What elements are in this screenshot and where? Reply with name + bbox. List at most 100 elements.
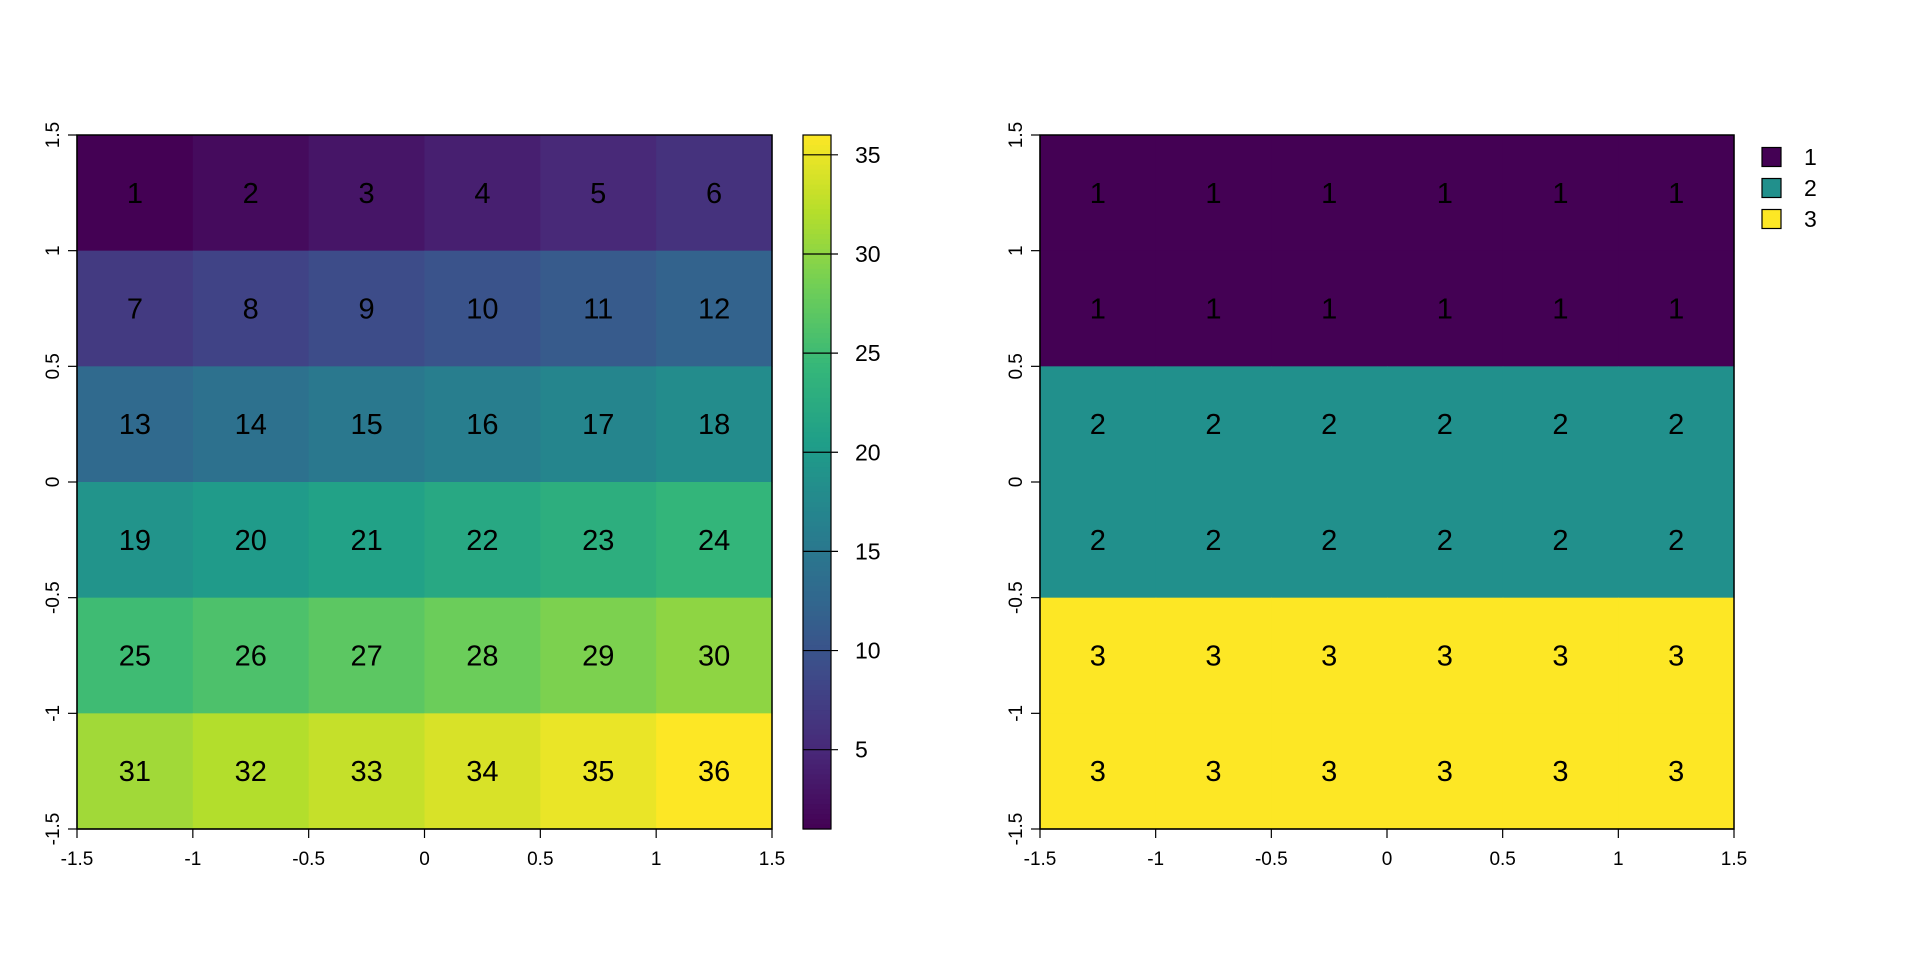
cell-value-label: 2 <box>1321 409 1337 441</box>
colorbar-segment <box>803 591 831 597</box>
heatmap-cell <box>1040 597 1157 714</box>
colorbar-segment <box>803 814 831 820</box>
cell-value-label: 1 <box>1205 294 1221 326</box>
heatmap-cell <box>424 250 541 367</box>
cell-value-label: 34 <box>466 756 498 788</box>
heatmap-cell <box>656 713 773 830</box>
colorbar-segment <box>803 819 831 825</box>
heatmap-cell <box>1502 250 1619 367</box>
cell-value-label: 3 <box>1321 756 1337 788</box>
heatmap-cell <box>540 135 657 252</box>
cell-value-label: 2 <box>243 178 259 210</box>
colorbar-segment <box>803 576 831 582</box>
heatmap-cell <box>192 597 310 714</box>
colorbar-segment <box>803 799 831 805</box>
y-tick-label: -1.5 <box>43 813 64 846</box>
cell-value-label: 2 <box>1668 525 1684 557</box>
cell-value-label: 1 <box>1437 294 1453 326</box>
x-tick-label: -0.5 <box>292 849 325 870</box>
colorbar-segment <box>803 710 831 716</box>
cell-value-label: 27 <box>350 641 382 673</box>
colorbar-segment <box>803 358 831 364</box>
heatmap-cell <box>308 366 426 483</box>
x-tick-label: -1 <box>1147 849 1164 870</box>
heatmap-cell <box>656 250 773 367</box>
heatmap-cell <box>540 482 657 599</box>
colorbar-segment <box>803 541 831 548</box>
heatmap-cell <box>77 366 194 483</box>
colorbar-segment <box>803 566 831 572</box>
colorbar-segment <box>803 491 831 498</box>
heatmap-cell <box>308 135 426 252</box>
heatmap-cell <box>1618 250 1735 367</box>
x-tick-label: 1.5 <box>759 849 785 870</box>
colorbar-segment <box>803 164 831 171</box>
cell-value-label: 17 <box>582 409 614 441</box>
colorbar-tick-label: 10 <box>855 638 881 664</box>
colorbar-segment <box>803 298 831 305</box>
y-tick-label: 1.5 <box>1006 122 1027 148</box>
heatmap-cell <box>1040 250 1157 367</box>
x-tick-label: 0 <box>419 849 430 870</box>
heatmap-cell <box>1271 597 1388 714</box>
heatmap-cell <box>77 597 194 714</box>
cell-value-label: 1 <box>1321 178 1337 210</box>
cell-value-label: 1 <box>1668 178 1684 210</box>
cell-value-label: 6 <box>706 178 722 210</box>
heatmap-cell <box>424 482 541 599</box>
cell-value-label: 3 <box>1090 756 1106 788</box>
colorbar-segment <box>803 546 831 552</box>
colorbar-segment <box>803 719 831 726</box>
colorbar-segment <box>803 729 831 736</box>
heatmap-cell <box>1387 366 1504 483</box>
colorbar-segment <box>803 308 831 315</box>
colorbar-tick-label: 25 <box>855 340 881 366</box>
colorbar-segment <box>803 219 831 225</box>
colorbar-segment <box>803 234 831 240</box>
x-tick-label: 1 <box>1613 849 1624 870</box>
heatmap-cell <box>1618 366 1735 483</box>
colorbar-segment <box>803 581 831 587</box>
colorbar-segment <box>803 318 831 324</box>
legend-label: 2 <box>1804 175 1817 201</box>
heatmap-cell <box>656 135 773 252</box>
heatmap-cell <box>1387 135 1504 252</box>
cell-value-label: 1 <box>1205 178 1221 210</box>
colorbar-segment <box>803 229 831 235</box>
colorbar-segment <box>803 605 831 612</box>
heatmap-cell <box>1618 135 1735 252</box>
heatmap-cell <box>1271 250 1388 367</box>
heatmap-cell <box>656 482 773 599</box>
colorbar-segment <box>803 412 831 419</box>
cell-value-label: 3 <box>1668 641 1684 673</box>
colorbar-segment <box>803 660 831 667</box>
legend: 1 2 3 <box>1761 144 1817 232</box>
colorbar-segment <box>803 724 831 731</box>
x-tick-label: -0.5 <box>1255 849 1288 870</box>
cell-value-label: 19 <box>119 525 151 557</box>
y-tick-label: -0.5 <box>43 581 64 614</box>
heatmap-cell <box>1271 135 1388 252</box>
cell-value-label: 33 <box>350 756 382 788</box>
colorbar-segment <box>803 209 831 215</box>
x-tick-label: -1.5 <box>1024 849 1057 870</box>
cell-value-label: 36 <box>698 756 730 788</box>
heatmap-cell <box>308 482 426 599</box>
y-tick-label: -1 <box>43 705 64 722</box>
heatmap-cell <box>192 250 310 367</box>
colorbar-segment <box>803 744 831 751</box>
cell-value-label: 15 <box>350 409 382 441</box>
heatmap-cell <box>1502 135 1619 252</box>
colorbar-segment <box>803 467 831 473</box>
cell-value-label: 2 <box>1321 525 1337 557</box>
cell-value-label: 23 <box>582 525 614 557</box>
heatmap-cell <box>192 135 310 252</box>
heatmap-cell <box>308 597 426 714</box>
colorbar-segment <box>803 630 831 637</box>
colorbar-segment <box>803 754 831 761</box>
colorbar-segment <box>803 189 831 196</box>
colorbar-segment <box>803 824 831 830</box>
colorbar-segment <box>803 779 831 785</box>
colorbar-segment <box>803 328 831 334</box>
